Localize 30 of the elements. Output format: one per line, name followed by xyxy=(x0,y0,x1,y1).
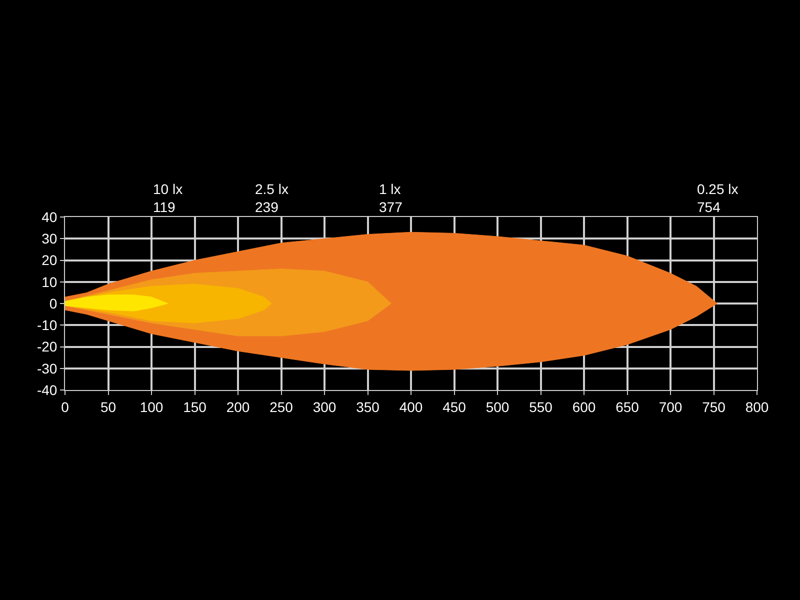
text: 1 lx 377 xyxy=(379,181,403,216)
y-tick-label: 20 xyxy=(42,252,58,268)
y-tick-label: -30 xyxy=(36,360,58,376)
y-tick-label: 10 xyxy=(42,274,58,290)
x-tick-label: 250 xyxy=(270,398,294,415)
x-tick-label: 450 xyxy=(442,398,466,415)
x-tick-label: 750 xyxy=(702,398,726,415)
x-tick-label: 350 xyxy=(356,398,380,415)
x-tick-label: 150 xyxy=(183,398,207,415)
y-tick-label: -40 xyxy=(36,382,58,398)
x-tick-label: 200 xyxy=(226,398,250,415)
y-tick-label: -10 xyxy=(36,317,58,334)
x-tick-label: 550 xyxy=(529,398,553,415)
y-tick-label: -20 xyxy=(36,338,58,355)
x-tick-label: 650 xyxy=(616,398,640,415)
y-tick-label: 30 xyxy=(42,230,58,247)
x-tick-label: 700 xyxy=(658,398,682,415)
x-tick-label: 50 xyxy=(100,398,116,415)
x-tick-label: 300 xyxy=(312,398,336,415)
x-tick-label: 0 xyxy=(61,398,70,415)
text: 0.25 lx 754 xyxy=(697,181,738,216)
text: 2.5 lx 239 xyxy=(255,181,288,216)
y-tick-label: 0 xyxy=(49,295,58,312)
text: 10 lx 119 xyxy=(153,181,183,216)
x-tick-label: 500 xyxy=(486,398,510,415)
y-tick-label: 40 xyxy=(42,208,58,225)
x-tick-label: 100 xyxy=(140,398,164,415)
x-tick-label: 400 xyxy=(399,398,423,415)
x-tick-label: 800 xyxy=(745,398,769,415)
x-tick-label: 600 xyxy=(572,398,596,415)
